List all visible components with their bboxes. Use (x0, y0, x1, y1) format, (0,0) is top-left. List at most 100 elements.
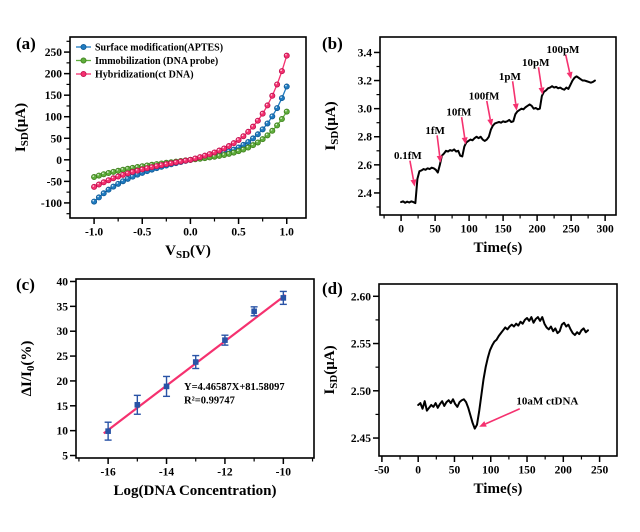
x-tick-label: -14 (159, 467, 175, 479)
x-tick-label: -1.0 (85, 227, 103, 239)
annotation-label: 100fM (469, 91, 500, 103)
y-tick-label: 10 (57, 426, 69, 438)
annotation-label: 100pM (546, 44, 580, 56)
x-tick-label: -16 (100, 467, 116, 479)
x-tick-label: -10 (276, 467, 292, 479)
x-tick-label: -0.5 (133, 227, 151, 239)
x-tick-label: 250 (591, 465, 609, 477)
panel-b-chart: 0 50 100 150 200 250 300 2.4 2.6 2.8 3.0 3.2 3.4 Time… (323, 36, 617, 256)
y-tick-label: 30 (57, 326, 69, 338)
y-tick-label: 35 (57, 301, 69, 313)
x-tick-label: 50 (429, 224, 441, 236)
x-tick-label: 150 (494, 224, 512, 236)
x-tick-label: 300 (596, 224, 614, 236)
panel-b-annotation: 10fM (446, 107, 472, 145)
panel-a: -1.0 -0.5 0.0 0.5 1.0 -100 -50 0 50 100 150 200 250 V… (0, 0, 320, 266)
y-tick-label: 5 (62, 451, 68, 463)
y-tick-label: 150 (45, 90, 63, 102)
y-tick-label: 250 (45, 47, 63, 59)
panel-c-axes: -16 -14 -12 -10 5 10 15 20 25 30 35 40 Log(DNA Conce… (19, 276, 315, 499)
panel-a-label: (a) (16, 34, 36, 53)
x-tick-label: 250 (562, 224, 580, 236)
annotation-label: 10fM (446, 107, 472, 119)
y-axis-title: ISD(μA) (322, 345, 340, 394)
x-axis-title: Time(s) (474, 240, 523, 256)
annotation-label: 1fM (425, 125, 445, 137)
y-tick-label: 3.0 (358, 104, 373, 116)
panel-b-annotation: 10pM (522, 57, 550, 95)
annotation-label: 0.1fM (394, 150, 422, 162)
y-tick-label: 50 (51, 133, 63, 145)
x-tick-label: 1.0 (280, 227, 295, 239)
y-tick-label: 100 (45, 112, 63, 124)
annotation-label: 10pM (522, 57, 550, 69)
x-axis-title: Log(DNA Concentration) (114, 483, 277, 499)
panel-b-annotation: 1pM (499, 71, 522, 111)
panel-b-series-0 (400, 75, 596, 205)
y-tick-label: 0 (56, 155, 62, 167)
legend-label: Immobilization (DNA probe) (95, 56, 218, 67)
panel-c-label: (c) (16, 275, 35, 294)
x-tick-label: -12 (217, 467, 233, 479)
x-axis-title: Time(s) (474, 481, 523, 497)
y-tick-label: 2.6 (358, 160, 373, 172)
y-tick-label: 40 (57, 276, 69, 288)
equation-text: Y=4.46587X+81.58097 (184, 382, 285, 393)
x-tick-label: 150 (518, 465, 536, 477)
y-tick-label: 2.50 (351, 386, 371, 398)
x-tick-label: 0.5 (231, 227, 246, 239)
panel-d-series-0 (417, 316, 589, 430)
legend-label: Hybridization(ct DNA) (95, 70, 194, 81)
x-tick-label: 0.0 (183, 227, 198, 239)
panel-a-series-2 (91, 52, 290, 190)
annotation-label: 10aM ctDNA (516, 396, 578, 408)
y-tick-label: 15 (57, 401, 69, 413)
legend-label: Surface modification(APTES) (95, 43, 223, 54)
panel-c-chart: -16 -14 -12 -10 5 10 15 20 25 30 35 40 Log(DNA Conce… (19, 276, 315, 499)
panel-a-axes: -1.0 -0.5 0.0 0.5 1.0 -100 -50 0 50 100 150 200 250 V… (13, 36, 307, 261)
panel-b-annotation: 1fM (425, 125, 445, 163)
panel-b-label: (b) (322, 34, 343, 53)
x-tick-label: 0 (415, 465, 421, 477)
x-tick-label: 100 (482, 465, 500, 477)
panel-b-axes: 0 50 100 150 200 250 300 2.4 2.6 2.8 3.0 3.2 3.4 Time… (323, 36, 617, 256)
panel-b-annotation: 100fM (469, 91, 500, 127)
panel-b-annotation: 100pM (546, 44, 580, 80)
y-tick-label: 200 (45, 69, 63, 81)
y-tick-label: 2.60 (351, 291, 371, 303)
y-axis-title: ISD(μA) (13, 103, 31, 152)
y-tick-label: 2.4 (358, 188, 373, 200)
x-axis-title: VSD(V) (165, 243, 211, 261)
x-tick-label: 200 (528, 224, 546, 236)
panel-a-legend: Surface modification(APTES) Immobilizatio… (76, 43, 223, 81)
panel-a-chart: -1.0 -0.5 0.0 0.5 1.0 -100 -50 0 50 100 150 200 250 V… (13, 36, 307, 261)
x-tick-label: 50 (449, 465, 461, 477)
y-tick-label: -100 (41, 198, 62, 210)
y-tick-label: 2.55 (351, 339, 371, 351)
y-tick-label: 20 (57, 376, 69, 388)
panel-b-annotation: 0.1fM (394, 150, 422, 187)
panel-d-axes: -50 0 50 100 150 200 250 2.45 2.50 2.55 2.60 Time(s… (322, 283, 618, 497)
y-tick-label: 25 (57, 351, 69, 363)
annotation-label: 1pM (499, 71, 522, 83)
x-tick-label: 100 (460, 224, 478, 236)
equation-text: R²=0.99747 (184, 395, 235, 406)
x-tick-label: 200 (555, 465, 573, 477)
y-tick-label: 3.4 (358, 47, 373, 59)
y-tick-label: 2.8 (358, 132, 373, 144)
panel-d-label: (d) (322, 279, 343, 298)
panel-b: 0 50 100 150 200 250 300 2.4 2.6 2.8 3.0 3.2 3.4 Time… (320, 0, 640, 266)
panel-d-annotation: 10aM ctDNA (479, 396, 578, 427)
x-tick-label: -50 (374, 465, 390, 477)
panel-d: -50 0 50 100 150 200 250 2.45 2.50 2.55 2.60 Time(s… (320, 266, 640, 532)
y-tick-label: -50 (47, 176, 63, 188)
x-tick-label: 0 (398, 224, 404, 236)
panel-d-chart: -50 0 50 100 150 200 250 2.45 2.50 2.55 2.60 Time(s… (322, 283, 618, 497)
y-axis-title: ΔI/I0(%) (19, 341, 37, 397)
y-tick-label: 2.45 (351, 433, 371, 445)
panel-c: -16 -14 -12 -10 5 10 15 20 25 30 35 40 Log(DNA Conce… (0, 266, 320, 532)
panel-c-series-0 (104, 290, 287, 441)
y-tick-label: 3.2 (358, 76, 373, 88)
y-axis-title: ISD(μA) (323, 101, 341, 150)
